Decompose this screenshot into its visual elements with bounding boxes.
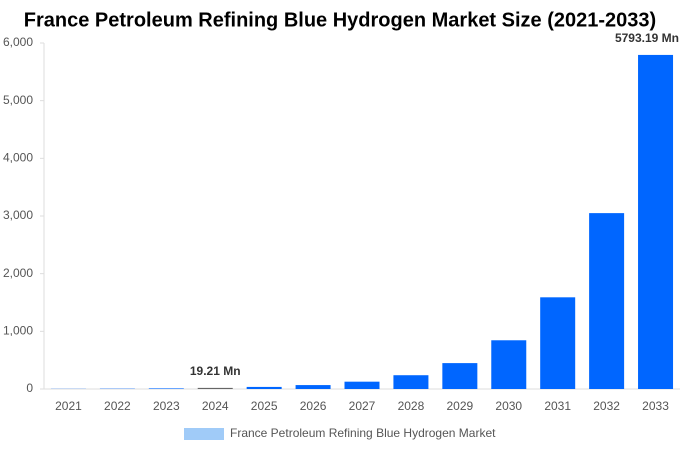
bar: [540, 297, 576, 389]
x-tick-label: 2032: [593, 399, 620, 413]
y-tick-label: 1,000: [3, 324, 33, 338]
bar: [638, 54, 674, 389]
bar: [491, 340, 527, 389]
x-tick-label: 2025: [251, 399, 278, 413]
bar: [148, 388, 184, 389]
legend-swatch: [184, 428, 224, 440]
legend-label: France Petroleum Refining Blue Hydrogen …: [230, 426, 496, 440]
value-label: 5793.19 Mn: [615, 31, 679, 45]
y-tick-label: 6,000: [3, 35, 33, 49]
x-tick-label: 2022: [104, 399, 131, 413]
x-tick-label: 2026: [300, 399, 327, 413]
x-tick-label: 2033: [642, 399, 669, 413]
y-tick-label: 0: [26, 381, 33, 395]
x-tick-label: 2029: [446, 399, 473, 413]
x-tick-label: 2031: [544, 399, 571, 413]
bar: [197, 387, 233, 389]
y-tick-label: 4,000: [3, 151, 33, 165]
x-tick-label: 2023: [153, 399, 180, 413]
bar: [442, 363, 478, 389]
y-tick-label: 2,000: [3, 266, 33, 280]
bar: [589, 213, 625, 389]
x-tick-label: 2030: [495, 399, 522, 413]
bar: [344, 381, 380, 389]
x-tick-label: 2028: [398, 399, 425, 413]
x-tick-label: 2024: [202, 399, 229, 413]
value-label: 19.21 Mn: [190, 364, 241, 378]
x-tick-label: 2027: [349, 399, 376, 413]
bar: [393, 375, 429, 389]
y-tick-label: 3,000: [3, 208, 33, 222]
x-tick-label: 2021: [55, 399, 82, 413]
bar: [246, 386, 282, 389]
chart-title: France Petroleum Refining Blue Hydrogen …: [24, 9, 656, 31]
bar: [295, 385, 331, 389]
y-tick-label: 5,000: [3, 93, 33, 107]
